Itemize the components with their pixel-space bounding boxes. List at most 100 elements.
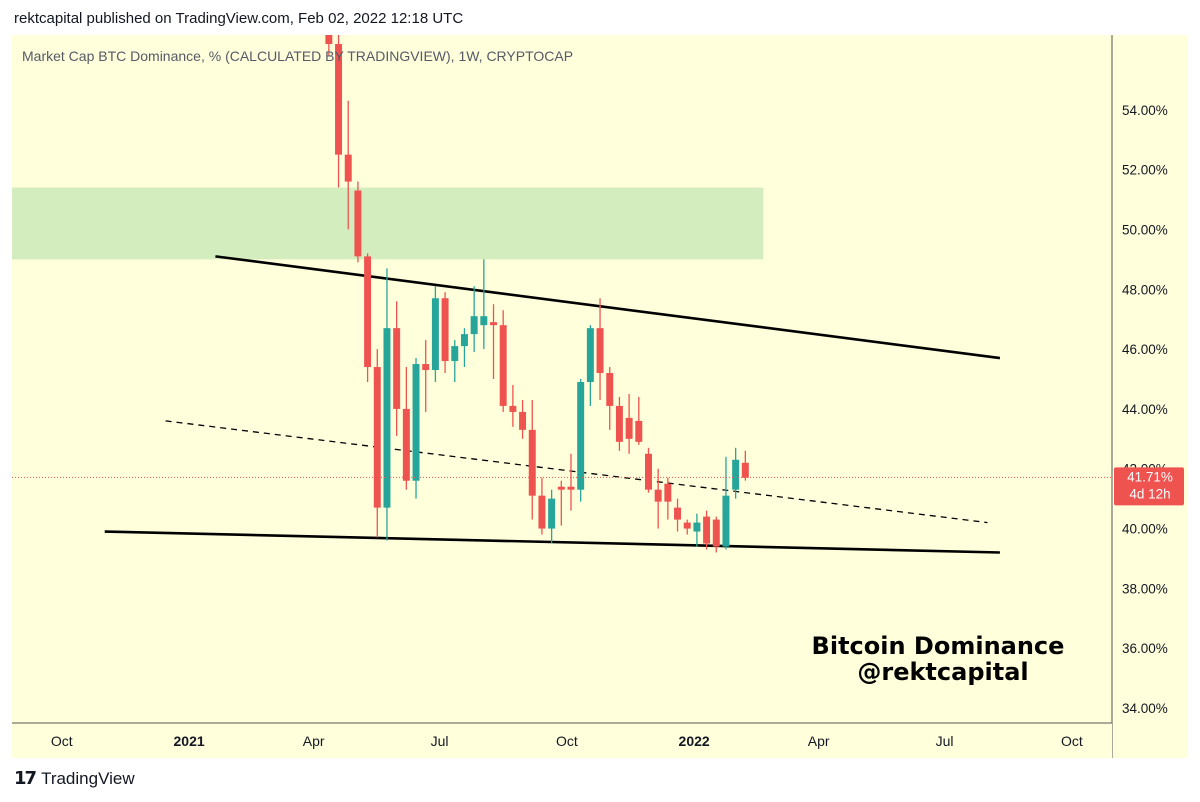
candle-body xyxy=(431,298,439,371)
candle-body xyxy=(519,411,527,430)
price-tick-label: 54.00% xyxy=(1122,103,1168,118)
price-tick-label: 34.00% xyxy=(1122,701,1168,716)
candle xyxy=(354,181,362,263)
time-tick-label: Oct xyxy=(556,733,578,749)
time-tick-label: 2022 xyxy=(679,733,710,749)
candle-body xyxy=(460,334,468,347)
time-tick-label: Oct xyxy=(51,733,73,749)
candle xyxy=(373,349,381,538)
candle xyxy=(615,396,623,451)
candle-body xyxy=(635,420,643,442)
candle-body xyxy=(606,373,614,406)
candle-body xyxy=(722,495,730,547)
price-axis-background xyxy=(1112,35,1188,758)
price-tick-label: 40.00% xyxy=(1122,522,1168,537)
candle-body xyxy=(354,190,362,257)
time-axis: Oct 2021 Apr Jul Oct 2022 Apr Jul Oct xyxy=(12,722,1112,758)
candle-body xyxy=(664,483,672,502)
price-tick-label: 38.00% xyxy=(1122,581,1168,596)
candle xyxy=(460,328,468,368)
candle xyxy=(480,259,488,350)
candle-body xyxy=(402,408,410,481)
candle-body xyxy=(654,489,662,502)
time-tick-label: Oct xyxy=(1061,733,1083,749)
candle xyxy=(674,498,682,532)
candle-body xyxy=(480,316,488,326)
trendlines-layer xyxy=(104,255,1001,554)
candle xyxy=(557,480,565,526)
time-tick-label: Apr xyxy=(808,733,830,749)
last-price-layer: 41.71% 4d 12h xyxy=(12,467,1184,506)
chart-title: Market Cap BTC Dominance, % (CALCULATED … xyxy=(22,48,573,64)
candle xyxy=(509,384,517,427)
time-tick-label: Jul xyxy=(431,733,449,749)
candle-body xyxy=(741,462,749,478)
candle xyxy=(538,477,546,535)
candle-body xyxy=(615,405,623,442)
candle-body xyxy=(644,453,652,490)
plot-background xyxy=(12,35,1112,723)
candle xyxy=(683,519,691,535)
zones-layer xyxy=(12,187,764,260)
price-tick-label: 52.00% xyxy=(1122,163,1168,178)
last-price-label: 41.71% xyxy=(1127,469,1173,484)
candle xyxy=(586,325,594,406)
candle-body xyxy=(470,316,478,335)
candle-body xyxy=(451,346,459,362)
candle xyxy=(693,513,701,547)
candle xyxy=(431,286,439,382)
candle-body xyxy=(712,519,720,547)
footer-logo: 𝟭𝟳 TradingView xyxy=(14,768,135,789)
candle-body xyxy=(499,325,507,406)
candle-body xyxy=(586,328,594,382)
candle xyxy=(644,447,652,493)
price-tick-label: 44.00% xyxy=(1122,402,1168,417)
candle-body xyxy=(693,522,701,532)
candle xyxy=(451,340,459,382)
candle-body xyxy=(538,495,546,529)
candle-body xyxy=(528,429,536,496)
candle xyxy=(712,516,720,553)
candle xyxy=(732,447,740,499)
candle-body xyxy=(383,328,391,508)
candle-body xyxy=(674,507,682,520)
published-header: rektcapital published on TradingView.com… xyxy=(14,10,464,27)
candle-body xyxy=(567,486,575,490)
candle-body xyxy=(548,498,556,529)
candle xyxy=(722,456,730,550)
time-tick-label: Jul xyxy=(936,733,954,749)
candle-body xyxy=(703,516,711,544)
candle-body xyxy=(509,405,517,412)
candle-body xyxy=(335,43,343,155)
candle xyxy=(567,453,575,511)
candle-body xyxy=(422,364,430,371)
candle xyxy=(635,396,643,445)
candle xyxy=(364,253,372,382)
candle-body xyxy=(490,322,497,326)
candle xyxy=(703,510,711,550)
trendline-solid-1 xyxy=(104,530,1000,554)
candle xyxy=(528,399,536,520)
candle xyxy=(741,450,749,481)
candle xyxy=(548,489,556,544)
candle xyxy=(383,268,391,541)
price-tick-label: 46.00% xyxy=(1122,342,1168,357)
candles-layer xyxy=(325,35,749,553)
candle xyxy=(664,477,672,520)
candle-body xyxy=(373,367,381,508)
time-axis-background xyxy=(12,723,1112,758)
trendline-solid-0 xyxy=(215,255,1001,360)
candle xyxy=(412,358,420,499)
bar-countdown-label: 4d 12h xyxy=(1129,486,1170,501)
candle-body xyxy=(732,459,740,490)
time-tick-label: Apr xyxy=(303,733,325,749)
annotation-line-2: @rektcapital xyxy=(857,658,1028,686)
candle xyxy=(625,393,633,454)
candle-body xyxy=(625,417,633,439)
candle-body xyxy=(441,298,449,362)
candle-body xyxy=(364,256,372,368)
chart-canvas[interactable]: 34.00%36.00%38.00%40.00%42.00%44.00%46.0… xyxy=(12,35,1188,758)
annotation-line-1: Bitcoin Dominance xyxy=(812,632,1065,660)
tradingview-logo-icon: 𝟭𝟳 xyxy=(14,768,37,789)
candle-body xyxy=(344,154,352,182)
